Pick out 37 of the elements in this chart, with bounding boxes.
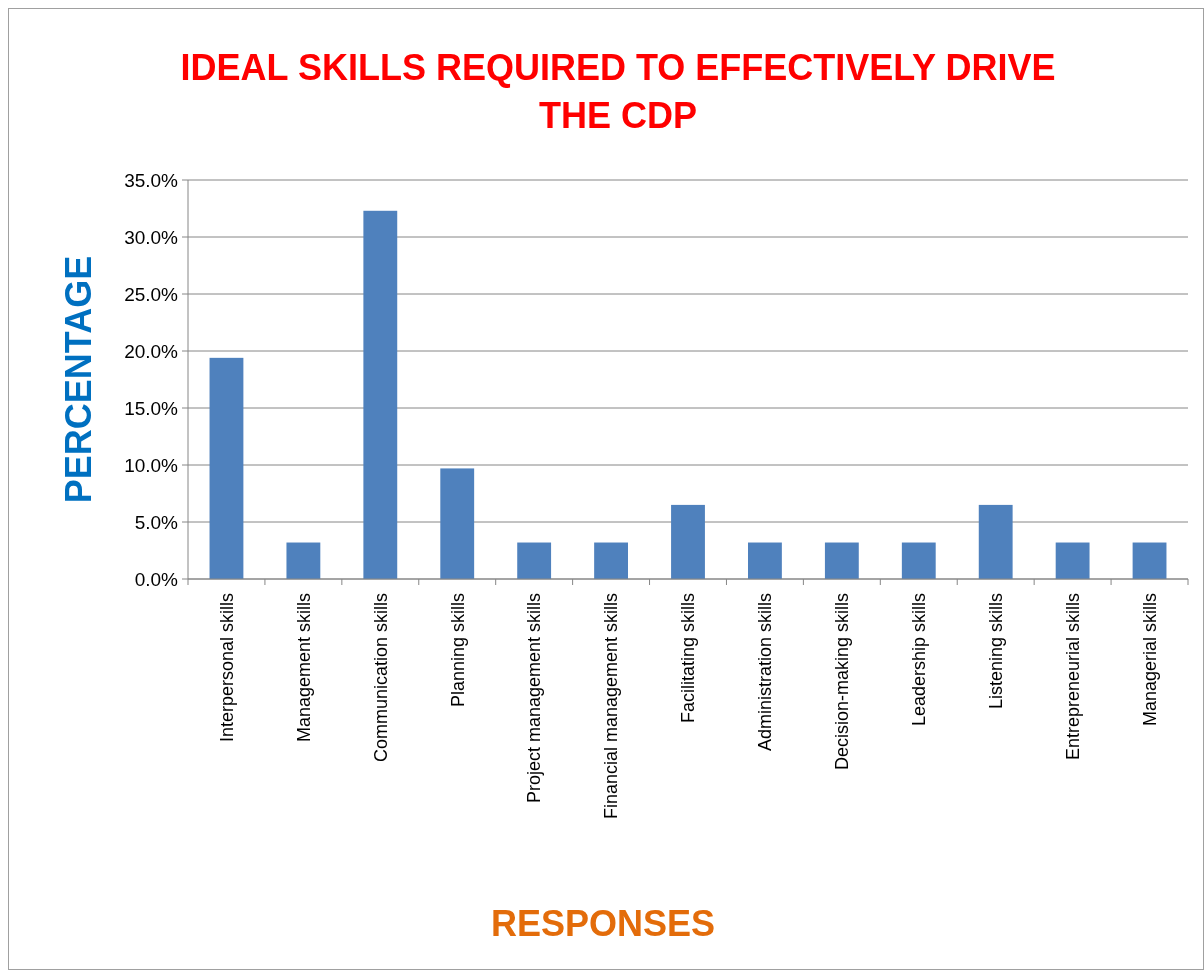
x-tick-label: Communication skills bbox=[370, 593, 391, 763]
y-tick-label: 10.0% bbox=[124, 454, 179, 476]
bar bbox=[209, 357, 244, 579]
bar bbox=[594, 542, 628, 579]
bar bbox=[286, 542, 321, 579]
y-tick-label: 15.0% bbox=[124, 397, 179, 419]
x-tick-label: Entrepreneurial skills bbox=[1062, 593, 1083, 761]
x-tick-label: Facilitating skills bbox=[678, 593, 699, 724]
bar bbox=[748, 542, 782, 579]
bar bbox=[978, 504, 1013, 579]
y-axis-title: PERCENTAGE bbox=[57, 255, 99, 504]
y-tick-label: 5.0% bbox=[134, 511, 179, 533]
x-tick-label: Management skills bbox=[293, 593, 314, 743]
x-tick-label: Managerial skills bbox=[1139, 593, 1160, 727]
y-tick-label: 35.0% bbox=[124, 169, 179, 191]
x-tick-label: Project management skills bbox=[524, 593, 545, 804]
x-tick-label: Listening skills bbox=[985, 593, 1006, 710]
bar bbox=[1132, 542, 1167, 579]
x-tick-label: Administration skills bbox=[755, 593, 776, 752]
bar bbox=[824, 542, 859, 579]
x-tick-label: Decision-making skills bbox=[832, 593, 853, 771]
bar bbox=[517, 542, 552, 579]
y-tick-label: 0.0% bbox=[134, 568, 179, 590]
x-tick-label: Planning skills bbox=[447, 593, 468, 708]
bar bbox=[363, 210, 398, 579]
y-tick-label: 20.0% bbox=[124, 340, 179, 362]
bar bbox=[440, 468, 475, 579]
x-tick-label: Leadership skills bbox=[909, 593, 930, 727]
x-axis-title: RESPONSES bbox=[490, 903, 716, 944]
chart-title: IDEAL SKILLS REQUIRED TO EFFECTIVELY DRIVE THE CDP bbox=[180, 47, 1056, 136]
y-tick-label: 25.0% bbox=[124, 283, 179, 305]
bar bbox=[671, 504, 705, 579]
y-tick-label: 30.0% bbox=[124, 226, 179, 248]
bar bbox=[1055, 542, 1090, 579]
x-tick-label: Financial management skills bbox=[601, 593, 622, 820]
bar bbox=[901, 542, 936, 579]
x-tick-label: Interpersonal skills bbox=[216, 593, 237, 743]
